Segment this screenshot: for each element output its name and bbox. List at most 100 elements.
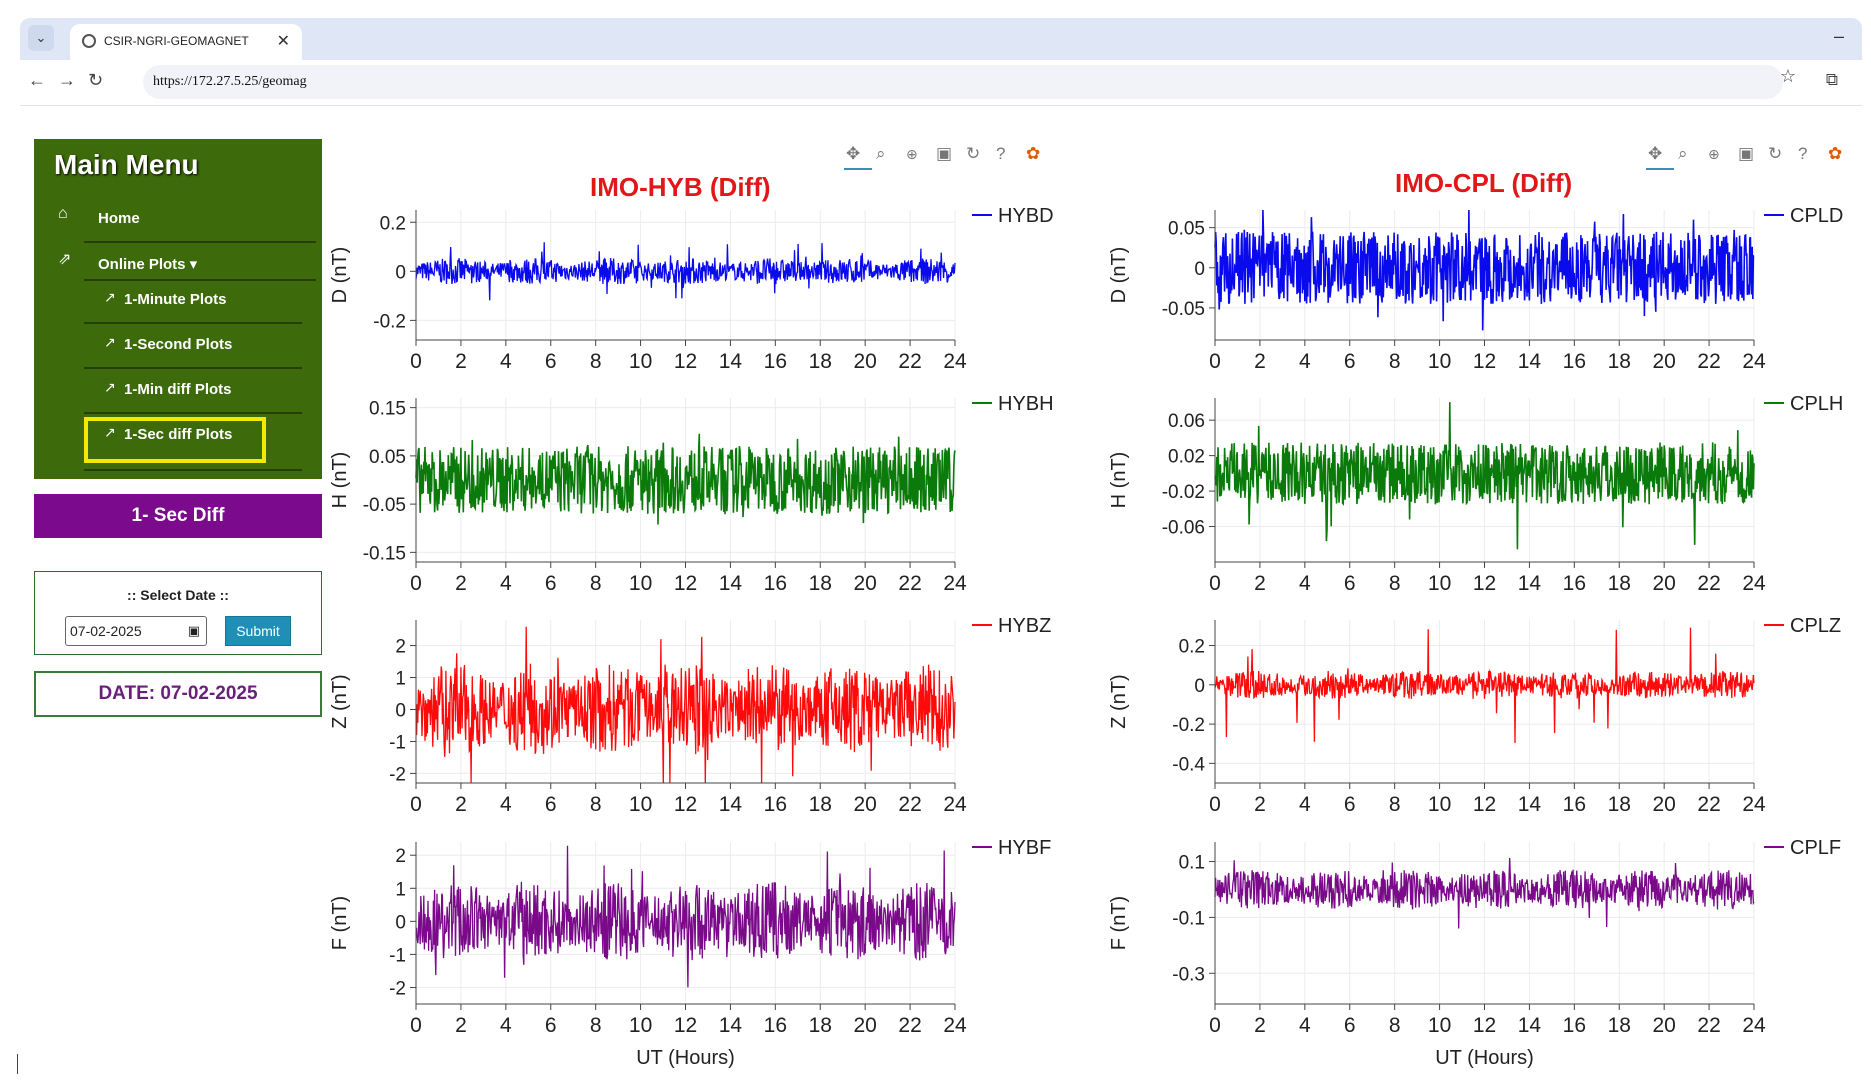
forward-icon[interactable]: → — [58, 70, 76, 90]
y-tick-label: -0.05 — [363, 495, 406, 516]
x-tick-label: 16 — [1563, 350, 1586, 373]
help-icon[interactable]: ? — [996, 144, 1006, 163]
y-axis-label: D (nT) — [1108, 247, 1130, 304]
reset-icon[interactable]: ↻ — [1768, 144, 1783, 163]
menu-divider — [84, 322, 302, 324]
x-tick-label: 6 — [1344, 572, 1356, 595]
x-tick-label: 22 — [1697, 793, 1720, 816]
tab-close-icon[interactable]: ✕ — [276, 33, 290, 50]
browser-tab[interactable]: CSIR-NGRI-GEOMAGNET ✕ — [70, 24, 302, 60]
x-tick-label: 2 — [1254, 1014, 1266, 1037]
x-tick-label: 18 — [809, 793, 832, 816]
chart-line-icon: ↗ — [104, 334, 116, 350]
date-input[interactable]: 07-02-2025 ▣ — [65, 616, 207, 646]
menu-divider — [84, 412, 302, 414]
y-tick-label: 0.2 — [1179, 637, 1205, 658]
y-tick-label: 0 — [1194, 676, 1205, 697]
home-icon: ⌂ — [58, 205, 68, 222]
x-tick-label: 6 — [1344, 1014, 1356, 1037]
back-icon[interactable]: ← — [28, 70, 46, 90]
x-tick-label: 24 — [943, 1014, 967, 1037]
x-tick-label: 0 — [1209, 793, 1221, 816]
date-input-value: 07-02-2025 — [70, 623, 142, 639]
tab-search-button[interactable]: ⌄ — [28, 25, 54, 51]
pan-icon[interactable]: ✥ — [1648, 144, 1663, 163]
reset-icon[interactable]: ↻ — [966, 144, 981, 163]
y-tick-label: 2 — [395, 637, 406, 658]
pan-icon[interactable]: ✥ — [846, 144, 861, 163]
menu-item-1-sec-diff-plots[interactable]: 1-Sec diff Plots — [124, 426, 233, 443]
save-icon[interactable]: ▣ — [1738, 144, 1755, 163]
plot-toolbar-left: ✥ ⌕ ⊕ ▣ ↻ ? ✿ — [846, 144, 1056, 170]
menu-divider — [84, 469, 302, 471]
main-menu: Main Menu ⌂ Home ⇗ Online Plots ▾ ↗ 1-Mi… — [34, 139, 322, 479]
selection-highlight — [84, 417, 266, 463]
x-tick-label: 24 — [1742, 793, 1766, 816]
y-tick-label: 0.2 — [380, 213, 406, 234]
box-zoom-icon[interactable]: ⌕ — [876, 144, 886, 163]
x-tick-label: 0 — [1209, 350, 1221, 373]
y-tick-label: 2 — [395, 846, 406, 867]
x-tick-label: 18 — [809, 350, 832, 373]
reload-icon[interactable]: ↻ — [88, 70, 104, 90]
save-icon[interactable]: ▣ — [936, 144, 953, 163]
panel-cplz: 0.20-0.2-0.40 2 4 6 8 10 12 14 16 18 20 22 24Z (nT)C… — [1108, 615, 1841, 816]
legend-label-hybz: HYBZ — [998, 615, 1051, 637]
menu-title: Main Menu — [54, 149, 199, 180]
x-tick-label: 2 — [455, 793, 467, 816]
minimize-button[interactable]: – — [1833, 26, 1844, 46]
menu-item-home[interactable]: Home — [98, 210, 140, 227]
y-tick-label: 1 — [395, 669, 406, 690]
y-tick-label: 0 — [395, 700, 406, 721]
legend-label-hybf: HYBF — [998, 837, 1051, 859]
x-tick-label: 4 — [500, 1014, 512, 1037]
x-tick-label: 14 — [719, 793, 743, 816]
menu-item-1-min-diff-plots[interactable]: 1-Min diff Plots — [124, 381, 232, 398]
legend-label-hybd: HYBD — [998, 205, 1054, 227]
x-tick-label: 20 — [853, 793, 876, 816]
bokeh-logo-icon[interactable]: ✿ — [1828, 144, 1843, 163]
x-tick-label: 12 — [1473, 1014, 1496, 1037]
menu-item-1-minute-plots[interactable]: 1-Minute Plots — [124, 291, 227, 308]
zoom-icon[interactable]: ⊕ — [1708, 146, 1720, 162]
bookmark-star-icon[interactable]: ☆ — [1779, 66, 1796, 86]
x-tick-label: 2 — [455, 350, 467, 373]
x-tick-label: 14 — [719, 1014, 743, 1037]
y-tick-label: -1 — [389, 732, 406, 753]
x-tick-label: 20 — [853, 572, 876, 595]
tab-title: CSIR-NGRI-GEOMAGNET — [104, 34, 249, 48]
x-tick-label: 2 — [1254, 793, 1266, 816]
y-tick-label: -2 — [389, 764, 406, 785]
text-cursor — [17, 1054, 18, 1074]
x-tick-label: 10 — [1428, 793, 1451, 816]
series-line-cplh — [1214, 402, 1755, 550]
submit-button[interactable]: Submit — [225, 616, 291, 646]
x-tick-label: 16 — [1563, 793, 1586, 816]
bokeh-logo-icon[interactable]: ✿ — [1026, 144, 1041, 163]
x-tick-label: 4 — [1299, 350, 1311, 373]
zoom-icon[interactable]: ⊕ — [906, 146, 918, 162]
chart-line-icon: ↗ — [104, 379, 116, 395]
menu-item-1-second-plots[interactable]: 1-Second Plots — [124, 336, 233, 353]
x-tick-label: 8 — [1389, 1014, 1401, 1037]
y-axis-label: Z (nT) — [329, 674, 351, 728]
series-line-cpld — [1214, 209, 1755, 331]
x-tick-label: 0 — [410, 1014, 422, 1037]
panel-cplf: 0.1-0.1-0.30 2 4 6 8 10 12 14 16 18 20 22 24F (nT)CP… — [1108, 837, 1841, 1037]
legend-label-cpld: CPLD — [1790, 205, 1843, 227]
calendar-icon[interactable]: ▣ — [187, 623, 200, 638]
y-axis-label: F (nT) — [329, 896, 351, 950]
extensions-icon[interactable]: ⧉ — [1825, 70, 1838, 89]
x-tick-label: 10 — [629, 350, 652, 373]
panel-hybf: 210-1-20 2 4 6 8 10 12 14 16 18 20 22 24F (nT)HYBF — [329, 837, 1051, 1037]
address-bar[interactable]: https://172.27.5.25/geomag — [143, 65, 1783, 99]
x-tick-label: 22 — [1697, 1014, 1720, 1037]
x-tick-label: 22 — [898, 793, 921, 816]
x-tick-label: 0 — [1209, 1014, 1221, 1037]
help-icon[interactable]: ? — [1798, 144, 1808, 163]
box-zoom-icon[interactable]: ⌕ — [1678, 144, 1688, 163]
x-axis-title: UT (Hours) — [636, 1047, 735, 1069]
menu-item-online-plots[interactable]: Online Plots ▾ — [98, 256, 198, 273]
chart-line-icon: ↗ — [104, 424, 116, 440]
y-tick-label: 0 — [395, 262, 406, 283]
